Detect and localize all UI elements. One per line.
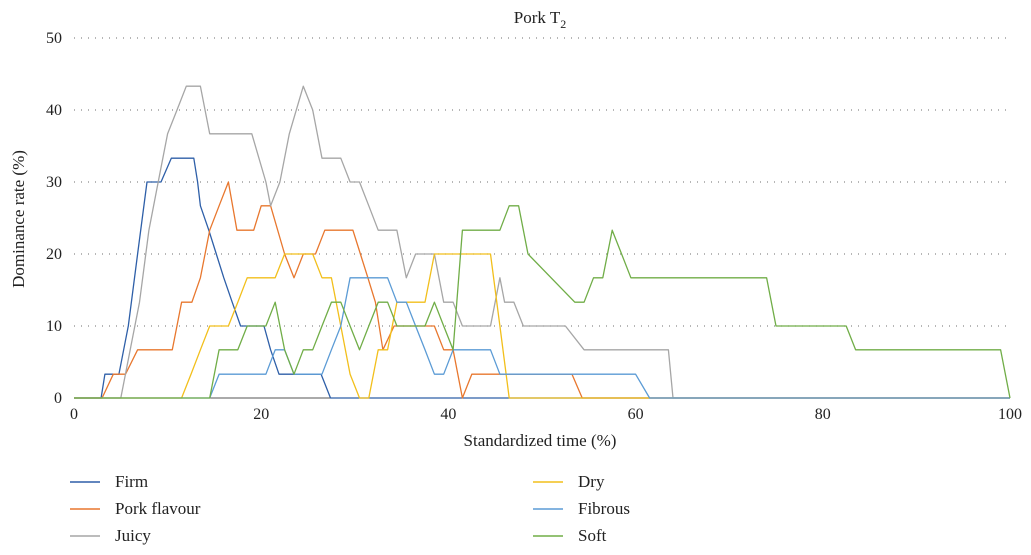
legend-item: Pork flavour bbox=[70, 499, 201, 518]
y-tick-label: 20 bbox=[46, 246, 62, 263]
y-tick-label: 10 bbox=[46, 318, 62, 335]
y-tick-label: 50 bbox=[46, 30, 62, 47]
x-tick-label: 20 bbox=[253, 406, 269, 423]
legend-label: Pork flavour bbox=[115, 499, 201, 518]
y-tick-label: 0 bbox=[54, 390, 62, 407]
legend: Firm Pork flavour Juicy Dry Fibrous Soft bbox=[70, 472, 630, 545]
x-axis-label: Standardized time (%) bbox=[464, 431, 617, 450]
gridlines bbox=[74, 37, 1010, 327]
x-tick-label: 60 bbox=[628, 406, 644, 423]
x-tick-label: 80 bbox=[815, 406, 831, 423]
series-line-soft bbox=[74, 205, 1011, 399]
legend-label: Fibrous bbox=[578, 499, 630, 518]
chart-title: Pork T2 bbox=[514, 8, 566, 31]
series-lines bbox=[74, 85, 1011, 399]
y-tick-label: 30 bbox=[46, 174, 62, 191]
y-tick-labels: 0 10 20 30 40 50 bbox=[46, 30, 62, 407]
legend-item: Fibrous bbox=[533, 499, 630, 518]
series-line-juicy bbox=[74, 85, 1010, 399]
series-line-fibrous bbox=[74, 277, 1010, 399]
legend-item: Juicy bbox=[70, 526, 151, 545]
chart-title-subscript: 2 bbox=[560, 17, 566, 31]
series-line-firm bbox=[74, 157, 1010, 399]
legend-item: Soft bbox=[533, 526, 607, 545]
legend-label: Firm bbox=[115, 472, 148, 491]
legend-label: Soft bbox=[578, 526, 607, 545]
y-tick-label: 40 bbox=[46, 102, 62, 119]
legend-item: Firm bbox=[70, 472, 148, 491]
x-tick-label: 40 bbox=[440, 406, 456, 423]
y-axis-label: Dominance rate (%) bbox=[9, 150, 28, 288]
series-line-pork-flavour bbox=[74, 181, 1010, 399]
legend-label: Juicy bbox=[115, 526, 151, 545]
x-tick-label: 0 bbox=[70, 406, 78, 423]
x-tick-labels: 0 20 40 60 80 100 bbox=[70, 406, 1022, 423]
x-tick-label: 100 bbox=[998, 406, 1022, 423]
legend-item: Dry bbox=[533, 472, 605, 491]
legend-label: Dry bbox=[578, 472, 605, 491]
